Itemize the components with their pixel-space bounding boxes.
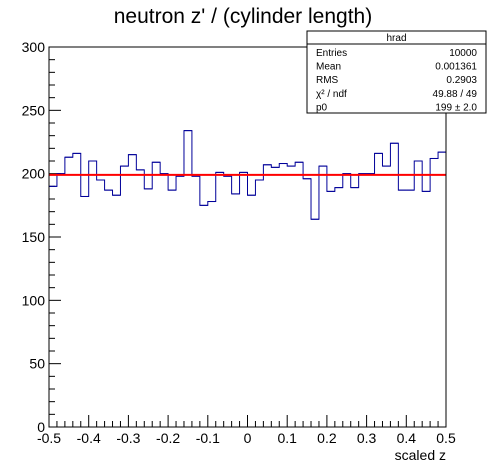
- stats-label: Mean: [316, 62, 341, 73]
- y-tick-label: 250: [22, 102, 46, 118]
- stats-value: 49.88 / 49: [433, 89, 478, 100]
- x-tick-label: 0.5: [436, 430, 456, 446]
- stats-label: p0: [316, 102, 328, 113]
- stats-label: Entries: [316, 48, 347, 59]
- x-tick-label: -0.4: [77, 430, 101, 446]
- x-tick-label: 0.3: [357, 430, 377, 446]
- stats-value: 0.2903: [446, 75, 477, 86]
- x-axis-label: scaled z: [395, 447, 446, 463]
- stats-label: χ² / ndf: [316, 89, 347, 100]
- stats-label: RMS: [316, 75, 339, 86]
- x-tick-label: -0.1: [196, 430, 220, 446]
- x-tick-label: 0.2: [317, 430, 337, 446]
- chart-title: neutron z' / (cylinder length): [114, 5, 372, 28]
- y-axis-ticks: 0 50 100 150 200 250 300: [22, 39, 61, 435]
- y-tick-label: 50: [29, 356, 45, 372]
- x-tick-label: 0.4: [397, 430, 417, 446]
- stats-box: hrad Entries 10000 Mean 0.001361 RMS 0.2903 χ²…: [306, 30, 487, 114]
- y-tick-label: 0: [37, 419, 45, 435]
- stats-value: 0.001361: [435, 62, 477, 73]
- x-tick-label: -0.5: [37, 430, 61, 446]
- stats-value: 199 ± 2.0: [435, 102, 477, 113]
- stats-box-rows: Entries 10000 Mean 0.001361 RMS 0.2903 χ² / nd…: [316, 48, 477, 113]
- stats-box-frame: [306, 30, 487, 114]
- stats-value: 10000: [449, 48, 477, 59]
- plot-frame: [48, 46, 447, 428]
- x-tick-label: -0.2: [156, 430, 180, 446]
- x-tick-label: 0.1: [277, 430, 297, 446]
- y-tick-label: 300: [22, 39, 46, 55]
- y-tick-label: 150: [22, 229, 46, 245]
- x-tick-label: -0.3: [116, 430, 140, 446]
- y-tick-label: 100: [22, 292, 46, 308]
- stats-box-title: hrad: [386, 33, 406, 44]
- x-axis-ticks: -0.5 -0.4 -0.3 -0.2 -0.1 0 0.1 0.2 0.3 0.4 0.5: [37, 415, 456, 446]
- x-tick-label: 0: [244, 430, 252, 446]
- histogram-bins: [49, 130, 446, 220]
- y-tick-label: 200: [22, 166, 46, 182]
